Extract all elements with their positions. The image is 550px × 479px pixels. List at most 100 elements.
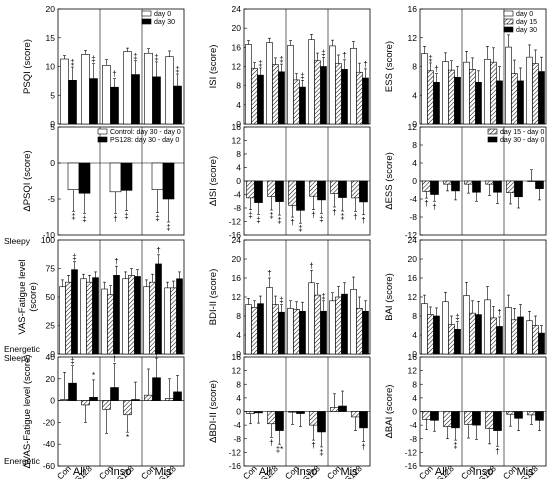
y-tick-label: 16 xyxy=(232,122,242,132)
bar xyxy=(149,281,156,355)
significance-mark: † xyxy=(363,60,367,69)
significance-mark: † xyxy=(156,246,160,255)
bar xyxy=(320,66,327,125)
significance-mark: ‡ xyxy=(133,52,137,61)
bar xyxy=(463,295,470,355)
bar xyxy=(309,180,318,197)
bar xyxy=(314,60,321,125)
bar xyxy=(107,294,114,355)
significance-mark: ‡ xyxy=(319,214,323,223)
y-axis-label: ΔPSQI (score) xyxy=(22,150,33,211)
bar xyxy=(110,387,119,401)
y-tick-label: 5 xyxy=(50,122,55,132)
bar xyxy=(246,180,255,199)
y-axis-label: ESS (score) xyxy=(384,41,395,92)
bar xyxy=(162,162,175,200)
y-axis-label: ΔVAS-Fatigue level (score) xyxy=(22,355,33,469)
bar xyxy=(308,39,315,125)
bar xyxy=(251,307,258,355)
group-label: Inso xyxy=(297,466,318,478)
bar xyxy=(350,47,357,125)
y-tick-label: 0 xyxy=(236,349,241,359)
bar xyxy=(317,180,326,201)
y-tick-label: 24 xyxy=(232,4,242,14)
y-tick-label: 25 xyxy=(46,321,56,331)
bar xyxy=(67,162,80,190)
significance-mark: ‡ xyxy=(300,71,304,80)
plot-frame xyxy=(57,8,185,125)
y-tick-label: -12 xyxy=(229,447,242,457)
chart-panel-bai: 0 4 8 12 16 20 24 BAI (score) ‡ † xyxy=(384,235,547,359)
bar xyxy=(463,61,470,125)
bar xyxy=(65,281,72,355)
bar xyxy=(356,308,363,355)
legend-swatch xyxy=(97,128,108,135)
legend-swatch xyxy=(503,10,514,17)
y-tick-label: -4 xyxy=(233,190,241,200)
y-tick-label: 4 xyxy=(412,330,417,340)
bar xyxy=(251,68,258,125)
y-tick-label: 4 xyxy=(236,100,241,110)
bar xyxy=(335,63,342,125)
bar xyxy=(128,275,135,355)
x-tick-label: Con xyxy=(241,463,259,479)
y-tick-label: -4 xyxy=(233,420,241,430)
y-tick-label: 15 xyxy=(46,33,56,43)
y-tick-label: 8 xyxy=(236,311,241,321)
significance-mark: ‡ xyxy=(154,53,158,62)
y-axis-label: ΔESS (score) xyxy=(384,152,395,210)
y-tick-label: -10 xyxy=(43,230,56,240)
significance-mark: † xyxy=(311,441,315,450)
bar xyxy=(275,411,284,431)
bar xyxy=(293,79,300,125)
bar xyxy=(493,411,502,431)
y-tick-label: -16 xyxy=(229,461,242,471)
bar xyxy=(60,58,69,125)
bar xyxy=(475,82,482,125)
bar xyxy=(341,69,348,125)
bar xyxy=(506,180,515,193)
bar xyxy=(68,382,77,401)
x-tick-label: Con xyxy=(55,463,73,479)
bar xyxy=(496,326,503,355)
bar xyxy=(245,44,252,125)
significance-mark: † xyxy=(353,212,357,221)
bar xyxy=(287,308,294,355)
bar xyxy=(254,180,263,203)
bar xyxy=(152,377,161,401)
y-tick-label: 4 xyxy=(412,158,417,168)
y-tick-label: 10 xyxy=(46,62,56,72)
y-axis-label: PSQI (score) xyxy=(22,39,33,94)
group-label: All xyxy=(259,466,271,478)
y-tick-label: -8 xyxy=(233,434,241,444)
significance-mark: † xyxy=(112,355,116,364)
significance-mark: † xyxy=(497,308,501,317)
significance-mark: ‡ xyxy=(256,215,260,224)
bar xyxy=(335,296,342,355)
bar xyxy=(299,310,306,355)
bar xyxy=(527,411,536,416)
legend-swatch xyxy=(503,26,514,33)
group-label: All xyxy=(73,466,85,478)
bar xyxy=(454,328,461,355)
significance-mark: ‡ xyxy=(340,212,344,221)
significance-mark: ‡ xyxy=(319,448,323,457)
bar xyxy=(514,411,523,419)
significance-mark: † xyxy=(154,349,158,358)
y-tick-label: -4 xyxy=(409,194,417,204)
bar xyxy=(526,320,533,355)
significance-mark: ‡ xyxy=(248,211,252,220)
legend-swatch xyxy=(141,10,152,17)
bar xyxy=(496,80,503,125)
bar xyxy=(170,287,177,355)
bar xyxy=(464,180,473,185)
bar xyxy=(532,325,539,355)
bar xyxy=(144,52,153,125)
bar xyxy=(245,304,252,355)
y-tick-label: 16 xyxy=(232,273,242,283)
significance-mark: ‡ xyxy=(298,224,302,233)
y-tick-label: 0 xyxy=(412,119,417,129)
y-tick-label: 0 xyxy=(412,407,417,417)
bar xyxy=(484,59,491,125)
